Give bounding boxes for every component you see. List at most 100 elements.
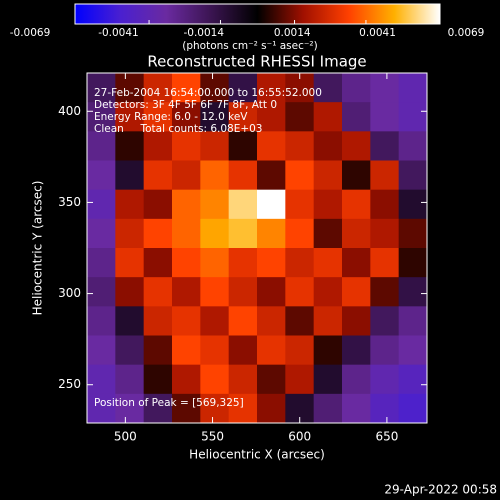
cell	[342, 102, 371, 132]
cell	[172, 364, 201, 395]
cell	[342, 131, 371, 161]
cell	[200, 335, 230, 366]
cell	[143, 335, 173, 366]
cell	[257, 393, 286, 424]
cell	[257, 248, 286, 278]
cell	[115, 131, 145, 161]
cell	[342, 364, 371, 395]
cell	[398, 189, 428, 220]
cell	[370, 160, 400, 191]
footer-date: 29-Apr-2022 00:58	[384, 483, 497, 497]
cell	[172, 218, 201, 249]
cell	[200, 393, 230, 424]
cell	[115, 364, 145, 395]
cell	[200, 73, 230, 103]
cell	[398, 218, 428, 249]
cell	[143, 248, 173, 278]
cell	[228, 277, 258, 307]
cell	[172, 306, 201, 336]
cell	[257, 335, 286, 366]
y-tick-label: 300	[58, 286, 81, 300]
cell	[87, 73, 116, 103]
cell	[370, 189, 400, 220]
cell	[87, 189, 116, 220]
cell	[398, 393, 428, 424]
cell	[285, 364, 315, 395]
cell	[115, 73, 145, 103]
x-tick-label: 500	[114, 430, 137, 444]
colorbar-label: (photons cm⁻² s⁻¹ asec⁻²)	[182, 40, 317, 52]
cell	[342, 306, 371, 336]
cell	[143, 73, 173, 103]
cell	[257, 218, 286, 249]
cell	[313, 218, 343, 249]
cell	[172, 189, 201, 220]
x-axis-label: Heliocentric X (arcsec)	[189, 448, 325, 462]
cell	[143, 102, 173, 132]
cell	[115, 248, 145, 278]
cell	[342, 218, 371, 249]
image	[87, 73, 428, 424]
cell	[313, 131, 343, 161]
cell	[172, 248, 201, 278]
cell	[257, 131, 286, 161]
cell	[143, 189, 173, 220]
cell	[200, 248, 230, 278]
cell	[115, 189, 145, 220]
cell	[115, 335, 145, 366]
cell	[228, 102, 258, 132]
cell	[200, 102, 230, 132]
cell	[313, 306, 343, 336]
cell	[285, 277, 315, 307]
cell	[172, 160, 201, 191]
cell	[285, 189, 315, 220]
cell	[370, 277, 400, 307]
colorbar-tick-label: -0.0069	[10, 27, 51, 39]
cell	[87, 335, 116, 366]
cell	[257, 102, 286, 132]
cell	[228, 306, 258, 336]
cell	[398, 248, 428, 278]
cell	[370, 131, 400, 161]
cell	[87, 393, 116, 424]
cell	[200, 160, 230, 191]
colorbar-tick-label: -0.0041	[98, 27, 139, 39]
x-tick-label: 650	[375, 430, 398, 444]
cell	[172, 73, 201, 103]
cell	[398, 335, 428, 366]
cell	[342, 277, 371, 307]
cell	[370, 73, 400, 103]
cell	[285, 218, 315, 249]
cell	[172, 277, 201, 307]
x-tick-label: 550	[201, 430, 224, 444]
cell	[398, 131, 428, 161]
cell	[398, 102, 428, 132]
y-axis-label: Heliocentric Y (arcsec)	[31, 181, 45, 316]
annotation: Clean Total counts: 6.08E+03	[94, 123, 263, 135]
cell	[143, 364, 173, 395]
cell	[172, 131, 201, 161]
y-tick-label: 400	[58, 104, 81, 118]
cell	[313, 277, 343, 307]
cell	[398, 160, 428, 191]
cell	[313, 364, 343, 395]
cell	[285, 248, 315, 278]
cell	[143, 131, 173, 161]
cell	[115, 218, 145, 249]
cell	[228, 218, 258, 249]
annotation: Position of Peak = [569,325]	[94, 397, 244, 409]
cell	[285, 131, 315, 161]
cell	[228, 364, 258, 395]
cell	[257, 73, 286, 103]
colorbar-tick-label: 0.0014	[274, 27, 311, 39]
cell	[285, 335, 315, 366]
y-tick-label: 250	[58, 377, 81, 391]
cell	[143, 277, 173, 307]
cell	[313, 189, 343, 220]
cell	[172, 393, 201, 424]
cell	[398, 306, 428, 336]
cell	[228, 131, 258, 161]
cell	[87, 131, 116, 161]
cell	[87, 218, 116, 249]
